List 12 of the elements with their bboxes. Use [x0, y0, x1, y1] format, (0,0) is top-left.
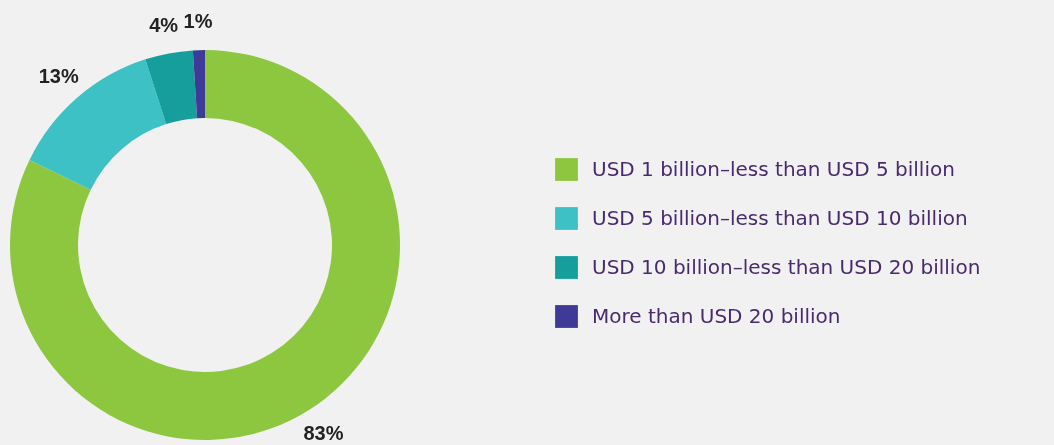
- donut-slice: [29, 59, 167, 190]
- legend-label: USD 5 billion–less than USD 10 billion: [592, 205, 968, 230]
- legend-label: More than USD 20 billion: [592, 303, 841, 328]
- data-label: 83%: [303, 421, 344, 444]
- data-label: 4%: [149, 13, 179, 36]
- data-label: 13%: [38, 64, 79, 87]
- donut-slice: [192, 50, 205, 119]
- legend-label: USD 10 billion–less than USD 20 billion: [592, 254, 981, 279]
- donut-slice: [145, 50, 198, 125]
- legend-label: USD 1 billion–less than USD 5 billion: [592, 156, 955, 181]
- data-label: 1%: [183, 10, 213, 33]
- donut-slice: [10, 50, 400, 440]
